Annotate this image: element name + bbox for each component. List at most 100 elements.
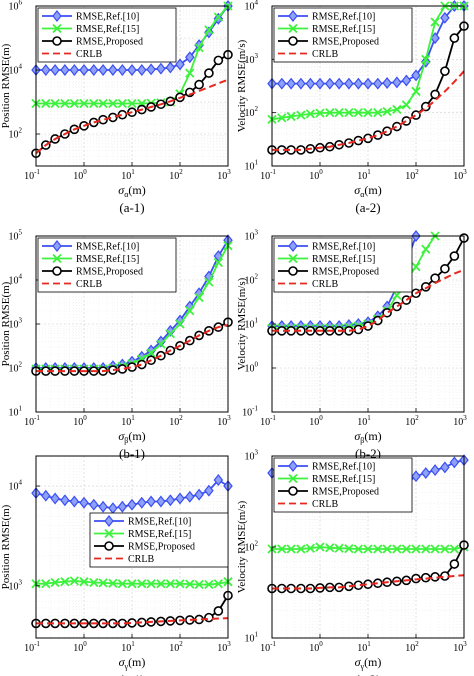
marker-x xyxy=(296,544,306,554)
x-tick-exp: 2 xyxy=(179,168,183,176)
x-tick-label: 10-1 xyxy=(260,168,276,182)
x-label-symbol: σ xyxy=(118,429,125,443)
legend-label: RMSE,Ref.[15] xyxy=(128,529,191,540)
x-tick-exp: 0 xyxy=(319,640,323,648)
marker-x xyxy=(204,579,214,590)
legend-label: RMSE,Proposed xyxy=(76,37,143,48)
marker-diamond xyxy=(52,10,62,22)
x-tick-base: 10 xyxy=(260,417,270,428)
x-tick-label: 100 xyxy=(309,414,323,428)
y-tick-base: 10 xyxy=(9,232,19,243)
marker-circle xyxy=(288,486,298,496)
legend-label: RMSE,Proposed xyxy=(312,487,379,498)
marker-circle xyxy=(430,89,440,100)
marker-x xyxy=(213,12,224,22)
panel-caption: (b-2) xyxy=(355,446,381,461)
marker-diamond xyxy=(108,64,118,76)
marker-x xyxy=(288,473,298,484)
legend-box xyxy=(273,237,413,293)
legend-label: RMSE,Ref.[10] xyxy=(76,242,139,253)
series-line-3 xyxy=(272,574,465,590)
x-tick-base: 10 xyxy=(121,417,131,428)
y-tick-exp: 3 xyxy=(19,317,23,325)
marker-x xyxy=(296,110,306,120)
legend: RMSE,Ref.[10]RMSE,Ref.[15] RMSE,ProposedC… xyxy=(273,457,413,513)
marker-x xyxy=(175,579,185,589)
marker-x xyxy=(288,253,298,264)
marker-diamond xyxy=(305,77,316,90)
marker-diamond xyxy=(392,76,402,89)
x-tick-label: 102 xyxy=(169,414,183,428)
marker-x xyxy=(421,544,431,554)
panel-caption: (c-2) xyxy=(355,672,380,676)
x-tick-exp: 1 xyxy=(367,168,371,176)
x-tick-base: 10 xyxy=(24,643,34,654)
x-tick-label: 102 xyxy=(169,168,183,182)
x-tick-exp: 1 xyxy=(131,168,135,176)
marker-diamond xyxy=(60,64,70,76)
x-axis-label: σγ(m) xyxy=(119,655,146,671)
x-tick-label: 103 xyxy=(453,640,467,654)
marker-diamond xyxy=(344,77,354,90)
marker-diamond xyxy=(104,515,114,527)
marker-x xyxy=(69,98,80,109)
marker-diamond xyxy=(363,77,373,90)
x-tick-exp: 2 xyxy=(415,414,419,422)
x-tick-label: 10-1 xyxy=(24,168,40,182)
series-group xyxy=(31,474,233,629)
x-tick-label: 100 xyxy=(309,640,323,654)
x-tick-exp: 2 xyxy=(415,640,419,648)
marker-circle xyxy=(194,79,204,90)
x-tick-label: 101 xyxy=(357,640,371,654)
series-line-3 xyxy=(35,78,229,155)
panel-caption: (a-2) xyxy=(355,200,380,215)
y-tick-label: 104 xyxy=(9,63,23,77)
marker-x xyxy=(98,578,108,588)
marker-x xyxy=(156,339,166,349)
x-label-symbol: σ xyxy=(118,183,125,197)
y-tick-label: 104 xyxy=(9,479,23,493)
x-tick-base: 10 xyxy=(405,417,415,428)
x-tick-exp: -1 xyxy=(270,640,276,648)
marker-x xyxy=(411,262,421,272)
x-tick-exp: 0 xyxy=(319,414,323,422)
x-tick-exp: 3 xyxy=(463,640,467,648)
marker-x xyxy=(50,98,60,109)
x-tick-exp: 0 xyxy=(319,168,323,176)
x-tick-base: 10 xyxy=(260,171,270,182)
x-tick-base: 10 xyxy=(121,643,131,654)
y-tick-base: 10 xyxy=(9,408,19,419)
x-tick-label: 100 xyxy=(73,168,87,182)
marker-circle xyxy=(449,33,460,43)
y-tick-base: 10 xyxy=(245,108,255,119)
marker-x xyxy=(104,528,114,539)
x-tick-exp: 0 xyxy=(83,640,87,648)
marker-x xyxy=(277,544,287,554)
x-tick-base: 10 xyxy=(453,171,463,182)
marker-diamond xyxy=(69,64,80,76)
x-tick-base: 10 xyxy=(121,171,131,182)
y-tick-exp: -1 xyxy=(252,405,258,413)
series-group xyxy=(267,0,469,155)
y-tick-exp: 3 xyxy=(19,578,23,586)
marker-diamond xyxy=(127,64,137,76)
y-tick-base: 10 xyxy=(245,452,255,463)
series-line-3 xyxy=(36,324,229,373)
marker-circle xyxy=(382,126,392,136)
x-tick-label: 101 xyxy=(121,414,135,428)
marker-circle xyxy=(440,66,450,76)
x-tick-exp: 1 xyxy=(131,414,135,422)
x-tick-label: 103 xyxy=(217,640,231,654)
x-tick-exp: 1 xyxy=(367,414,371,422)
x-tick-exp: 2 xyxy=(179,640,183,648)
marker-x xyxy=(373,544,383,554)
y-tick-base: 10 xyxy=(245,55,255,66)
x-tick-base: 10 xyxy=(309,171,319,182)
marker-diamond xyxy=(41,489,51,502)
y-tick-label: 105 xyxy=(9,229,23,243)
marker-x xyxy=(344,543,354,554)
marker-diamond xyxy=(204,484,214,497)
marker-diamond xyxy=(50,64,60,76)
marker-diamond xyxy=(440,461,450,474)
y-tick-exp: 1 xyxy=(255,317,259,325)
